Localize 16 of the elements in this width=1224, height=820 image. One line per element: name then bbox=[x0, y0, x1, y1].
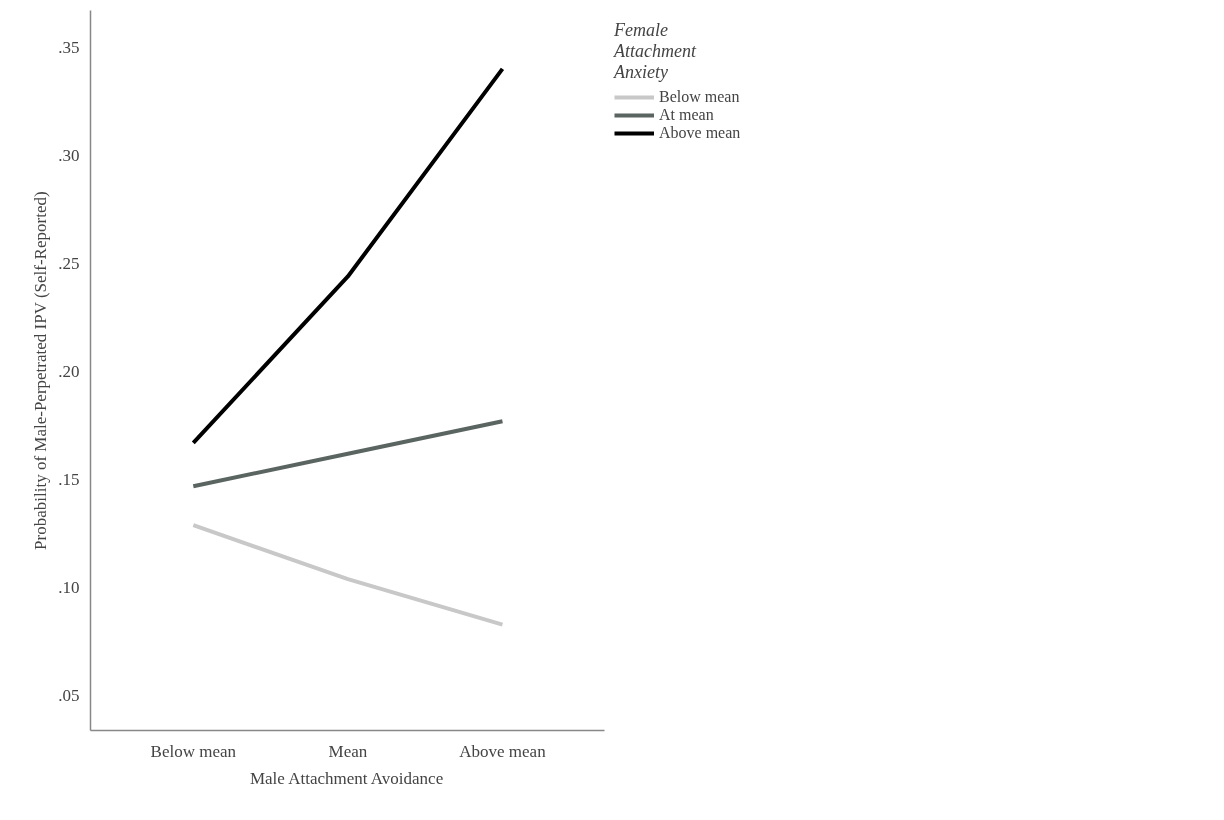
y-tick-label: .15 bbox=[58, 470, 80, 490]
x-axis-title: Male Attachment Avoidance bbox=[249, 768, 444, 788]
legend-label: Below mean bbox=[659, 88, 740, 106]
y-tick-label: .25 bbox=[58, 253, 80, 273]
x-tick-label: Above mean bbox=[459, 741, 547, 761]
y-tick-label: .05 bbox=[58, 686, 80, 706]
y-tick-label: .10 bbox=[58, 578, 80, 598]
y-tick-label: .30 bbox=[58, 145, 80, 165]
legend-label: At mean bbox=[659, 106, 714, 124]
legend-title: Female Attachment Anxiety bbox=[614, 20, 698, 83]
y-axis-title: Probability of Male-Perpetrated IPV (Self-Reported) bbox=[31, 191, 51, 550]
y-tick-label: .35 bbox=[58, 37, 80, 57]
legend-label: Above mean bbox=[659, 124, 741, 142]
y-tick-label: .20 bbox=[58, 362, 80, 382]
x-tick-label: Below mean bbox=[150, 741, 237, 761]
x-tick-label: Mean bbox=[328, 741, 368, 761]
